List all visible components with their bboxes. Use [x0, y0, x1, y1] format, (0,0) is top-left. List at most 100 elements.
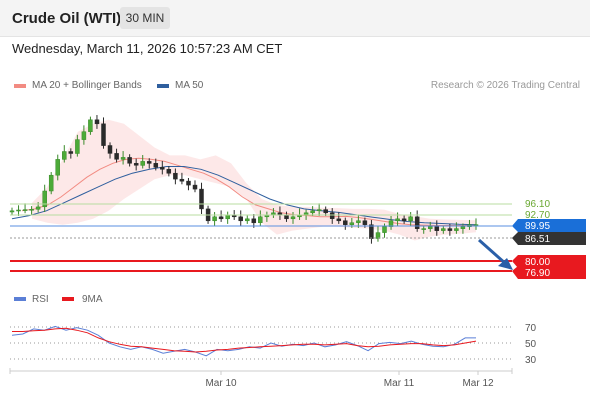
candle-body — [460, 226, 466, 229]
price-box-text: 80.00 — [525, 257, 550, 268]
price-box-text: 89.95 — [525, 221, 550, 232]
rsi-tick-70: 70 — [525, 323, 537, 334]
candle-body — [401, 218, 407, 222]
timeframe-selector[interactable]: 30 MIN — [120, 7, 170, 29]
candle-body — [447, 228, 453, 231]
candle-body — [428, 226, 433, 229]
rsi-legend-label: RSI — [32, 294, 49, 305]
candle-body — [48, 174, 54, 192]
candle-body — [173, 172, 178, 180]
price-box-text: 76.90 — [525, 268, 550, 279]
candle-body — [9, 210, 15, 213]
legend-label: MA 20 + Bollinger Bands — [32, 80, 142, 91]
instrument-title: Crude Oil (WTI) — [12, 10, 122, 27]
price-box-support-1: 80.00 — [512, 255, 586, 268]
bollinger-band — [32, 119, 476, 241]
candle-body — [323, 209, 328, 214]
candle-body — [441, 228, 446, 231]
candle-body — [75, 139, 80, 154]
candle-body — [81, 131, 87, 140]
candle-body — [388, 220, 394, 227]
candle-body — [316, 209, 322, 212]
candle-body — [62, 151, 67, 160]
rsi-tick-30: 30 — [525, 355, 537, 366]
rsi-pane — [11, 325, 477, 357]
candle-body — [88, 119, 93, 132]
candle-body — [35, 206, 41, 210]
candle-body — [356, 220, 361, 223]
candle-body — [146, 161, 152, 164]
timestamp: Wednesday, March 11, 2026 10:57:23 AM CE… — [12, 41, 283, 56]
candle-body — [238, 216, 243, 222]
ma20-swatch — [14, 83, 26, 88]
candle-body — [42, 190, 47, 208]
candle-body — [94, 119, 100, 125]
candle-body — [434, 226, 440, 231]
candle-body — [166, 169, 172, 174]
candle-body — [16, 209, 21, 212]
candle-body — [192, 184, 198, 190]
candle-body — [251, 218, 257, 224]
candle-body — [421, 228, 426, 230]
candle-body — [153, 163, 159, 168]
candle-body — [55, 159, 60, 176]
rsi-ma9-line — [12, 327, 477, 353]
candle-body — [245, 218, 250, 222]
level-label-92: 92.70 — [525, 210, 550, 221]
x-label-mar10: Mar 10 — [205, 378, 237, 389]
header-bar: Crude Oil (WTI) 30 MIN — [0, 0, 590, 37]
candle-body — [101, 123, 106, 146]
forecast-arrow — [478, 238, 513, 270]
candle-body — [343, 220, 348, 225]
candle-body — [395, 218, 400, 222]
candle-body — [29, 209, 34, 211]
candle-body — [160, 167, 165, 170]
rsi-tick-50: 50 — [525, 339, 537, 350]
price-box-text: 86.51 — [525, 234, 550, 245]
candle-body — [258, 216, 263, 223]
price-box-last: 86.51 — [512, 232, 586, 245]
candle-body — [127, 157, 132, 164]
rsi-line — [11, 325, 476, 357]
candle-body — [382, 226, 387, 233]
legend-ma50: MA 50 — [157, 80, 203, 91]
candle-body — [107, 145, 113, 154]
credit-text: Research © 2026 Trading Central — [430, 80, 580, 91]
candle-body — [199, 188, 204, 210]
rsi-legend: RSI 9MA — [14, 294, 103, 305]
rsi-swatch — [14, 297, 26, 301]
candle-body — [349, 222, 355, 225]
candle-body — [120, 157, 126, 160]
candle-body — [408, 216, 413, 222]
candle-body — [336, 218, 342, 222]
candle-body — [140, 161, 145, 166]
candle-body — [473, 224, 479, 226]
candle-body — [290, 216, 296, 220]
ma9-legend-label: 9MA — [82, 294, 103, 305]
legend-ma20: MA 20 + Bollinger Bands — [14, 80, 142, 91]
candle-body — [22, 209, 28, 211]
candle-body — [212, 216, 217, 222]
ma9-swatch — [62, 297, 74, 301]
candle-body — [186, 180, 191, 186]
price-box-support-2: 76.90 — [512, 266, 586, 279]
price-box-pivot: 89.95 — [512, 219, 586, 232]
candle-body — [68, 151, 74, 154]
candle-body — [369, 224, 374, 239]
candle-body — [133, 163, 139, 166]
price-pane — [9, 115, 479, 244]
candle-body — [454, 228, 459, 231]
candle-body — [114, 153, 119, 160]
candle-body — [414, 216, 420, 229]
candle-body — [179, 178, 185, 182]
x-label-mar12: Mar 12 — [462, 378, 494, 389]
legend-label: MA 50 — [175, 80, 204, 91]
ma20-line — [21, 157, 477, 226]
x-label-mar11: Mar 11 — [384, 378, 415, 389]
ma50-swatch — [157, 83, 169, 88]
candle-body — [362, 220, 368, 225]
candle-body — [310, 210, 315, 214]
candle-body — [329, 212, 335, 219]
level-label-96: 96.10 — [525, 199, 550, 210]
